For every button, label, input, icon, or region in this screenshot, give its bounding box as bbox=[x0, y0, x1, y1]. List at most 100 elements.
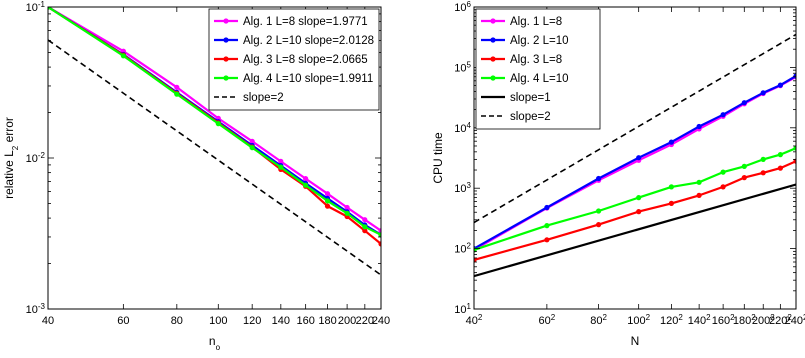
x-tick-label: 60 bbox=[117, 315, 129, 327]
data-point-alg-4-l-10-slope-1-9911 bbox=[120, 53, 126, 59]
series-line-slope-2 bbox=[474, 33, 796, 224]
data-point-alg-3-l-8 bbox=[474, 257, 477, 263]
x-tick-label: 220 bbox=[356, 315, 374, 327]
y-tick-label: 10-2 bbox=[26, 151, 46, 166]
series-line-slope-1 bbox=[474, 183, 796, 278]
x-axis-label: N bbox=[631, 334, 640, 348]
legend-marker bbox=[223, 18, 229, 24]
y-tick-label: 10-3 bbox=[26, 302, 46, 317]
y-axis-label: relative L2 error bbox=[2, 117, 20, 199]
data-point-alg-2-l-10 bbox=[544, 204, 550, 211]
legend-entry-slope-1: slope=1 bbox=[510, 92, 551, 104]
x-tick-label: 2002 bbox=[752, 313, 775, 328]
data-point-alg-4-l-10 bbox=[696, 179, 702, 185]
x-tick-label: 80 bbox=[171, 315, 183, 327]
y-tick-label: 106 bbox=[454, 0, 471, 14]
x-tick-label: 1202 bbox=[660, 313, 683, 328]
data-point-alg-2-l-10 bbox=[668, 139, 675, 145]
data-point-alg-4-l-10-slope-1-9911 bbox=[215, 121, 221, 127]
x-tick-label: 802 bbox=[590, 313, 607, 328]
legend-marker bbox=[490, 18, 496, 24]
data-point-alg-4-l-10-slope-1-9911 bbox=[249, 145, 255, 151]
legend-entry-slope-2: slope=2 bbox=[243, 92, 284, 104]
data-point-alg-4-l-10 bbox=[668, 184, 675, 190]
data-point-alg-2-l-10 bbox=[793, 73, 796, 79]
data-point-alg-1-l-8-slope-1-9771 bbox=[378, 228, 381, 234]
legend-entry-alg-2-l-10: Alg. 2 L=10 bbox=[510, 35, 569, 47]
x-tick-label: 1602 bbox=[712, 313, 735, 328]
data-point-alg-1-l-8-slope-1-9771 bbox=[303, 176, 309, 182]
legend-marker bbox=[223, 37, 229, 43]
series-line-slope-2 bbox=[48, 39, 381, 276]
x-tick-label: 120 bbox=[243, 315, 261, 327]
data-point-alg-4-l-10 bbox=[760, 156, 766, 162]
data-point-alg-2-l-10 bbox=[760, 90, 766, 96]
data-point-alg-3-l-8-slope-2-0665 bbox=[324, 203, 331, 209]
legend-entry-alg-4-l-10: Alg. 4 L=10 bbox=[510, 73, 569, 85]
data-point-alg-2-l-10 bbox=[777, 82, 784, 88]
data-point-alg-3-l-8 bbox=[668, 200, 675, 206]
data-point-alg-2-l-10 bbox=[741, 100, 747, 106]
plot-frame bbox=[473, 6, 797, 310]
x-axis-label: no bbox=[209, 334, 221, 352]
data-point-alg-4-l-10-slope-1-9911 bbox=[48, 7, 51, 10]
x-tick-label: 2202 bbox=[769, 313, 792, 328]
x-tick-label: 40 bbox=[42, 315, 54, 327]
x-tick-label: 1402 bbox=[688, 313, 711, 328]
data-point-alg-4-l-10-slope-1-9911 bbox=[303, 182, 309, 188]
x-tick-label: 100 bbox=[209, 315, 227, 327]
legend-marker bbox=[223, 75, 229, 81]
y-tick-label: 102 bbox=[454, 241, 471, 256]
data-point-alg-4-l-10 bbox=[596, 208, 602, 214]
x-tick-label: 602 bbox=[539, 313, 556, 328]
y-tick-label: 10-1 bbox=[26, 0, 46, 14]
legend-entry-alg-3-l-8: Alg. 3 L=8 bbox=[510, 54, 562, 66]
data-point-alg-4-l-10-slope-1-9911 bbox=[344, 210, 350, 216]
data-point-alg-1-l-8-slope-1-9771 bbox=[174, 84, 180, 90]
data-point-alg-4-l-10-slope-1-9911 bbox=[174, 91, 180, 97]
legend-entry-slope-2: slope=2 bbox=[510, 111, 551, 123]
data-point-alg-4-l-10-slope-1-9911 bbox=[362, 224, 368, 230]
data-point-alg-4-l-10 bbox=[793, 145, 796, 151]
x-tick-label: 402 bbox=[466, 313, 483, 328]
legend-marker bbox=[490, 56, 496, 62]
data-point-alg-1-l-8-slope-1-9771 bbox=[344, 204, 350, 211]
y-tick-label: 105 bbox=[454, 60, 471, 75]
data-point-alg-1-l-8-slope-1-9771 bbox=[324, 191, 331, 197]
x-tick-label: 180 bbox=[318, 315, 336, 327]
data-point-alg-3-l-8 bbox=[720, 184, 726, 190]
data-point-alg-4-l-10 bbox=[544, 223, 550, 229]
data-point-alg-3-l-8 bbox=[636, 209, 642, 215]
plot-area bbox=[48, 7, 381, 276]
data-point-alg-3-l-8 bbox=[596, 222, 602, 228]
y-axis-label: CPU time bbox=[431, 132, 445, 184]
data-point-alg-1-l-8-slope-1-9771 bbox=[278, 158, 284, 164]
y-tick-label: 101 bbox=[454, 302, 471, 317]
data-point-alg-4-l-10-slope-1-9911 bbox=[278, 164, 284, 170]
data-point-alg-3-l-8 bbox=[544, 237, 550, 243]
data-point-alg-3-l-8 bbox=[777, 165, 784, 171]
legend-entry-alg-1-l-8-slope-1-9771: Alg. 1 L=8 slope=1.9771 bbox=[243, 16, 368, 28]
data-point-alg-3-l-8 bbox=[696, 192, 702, 198]
data-point-alg-2-l-10 bbox=[696, 123, 702, 130]
x-tick-label: 1802 bbox=[733, 313, 756, 328]
legend-entry-alg-3-l-8-slope-2-0665: Alg. 3 L=8 slope=2.0665 bbox=[243, 54, 368, 66]
x-tick-label: 1002 bbox=[627, 313, 650, 328]
legend-marker bbox=[490, 75, 496, 81]
data-point-alg-2-l-10 bbox=[596, 175, 602, 182]
data-point-alg-1-l-8-slope-1-9771 bbox=[249, 138, 255, 144]
data-point-alg-3-l-8 bbox=[741, 175, 747, 181]
x-tick-label: 160 bbox=[296, 315, 314, 327]
legend-entry-alg-1-l-8: Alg. 1 L=8 bbox=[510, 16, 562, 28]
data-point-alg-3-l-8-slope-2-0665 bbox=[362, 228, 368, 234]
cpu-time-chart: 402 602 802 1002 1202 1402 1602180220022202240… bbox=[431, 0, 805, 348]
y-tick-label: 104 bbox=[454, 120, 471, 135]
plot-area bbox=[474, 33, 796, 278]
data-point-alg-2-l-10 bbox=[636, 155, 642, 161]
legend-marker bbox=[490, 37, 496, 43]
data-point-alg-4-l-10 bbox=[720, 169, 726, 175]
x-tick-label: 200 bbox=[338, 315, 356, 327]
series-line-alg-3-l-8 bbox=[474, 160, 796, 261]
